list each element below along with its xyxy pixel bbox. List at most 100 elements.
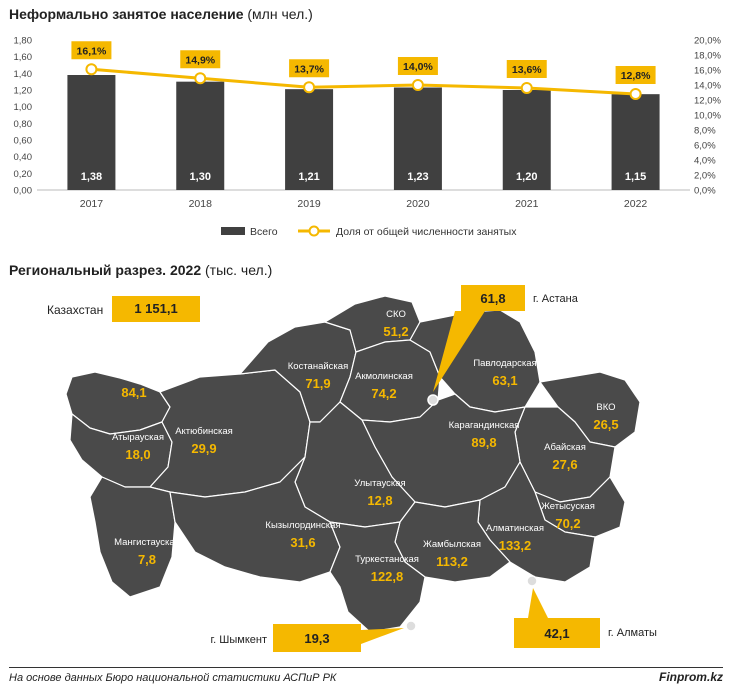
share-value-label: 13,6% <box>512 64 542 76</box>
city-name: г. Астана <box>533 293 579 305</box>
x-tick-label: 2021 <box>515 198 539 210</box>
informal-employment-chart: 0,00 0,20 0,40 0,60 0,80 1,00 1,20 1,40 1,60 1,80… <box>14 36 722 239</box>
region-name: Актюбинская <box>175 426 233 437</box>
footer-divider <box>9 667 723 668</box>
y-right-tick-label: 16,0% <box>694 66 721 77</box>
source-note: На основе данных Бюро национальной стати… <box>9 672 337 684</box>
y-left-tick-label: 0,80 <box>14 119 33 130</box>
region-turkestan-shape <box>329 521 426 633</box>
city-dot <box>405 620 417 632</box>
region-value: 89,8 <box>471 435 496 450</box>
y-right-tick-label: 12,0% <box>694 96 721 107</box>
bar-total <box>502 90 551 190</box>
region-value: 27,6 <box>552 457 577 472</box>
share-label-box <box>506 60 547 78</box>
share-label-box <box>289 59 330 78</box>
map-annotations: СКО 51,2 Костанайская 71,9 Акмолинская 74,2 Па… <box>112 285 657 652</box>
city-value-box <box>461 285 525 311</box>
region-value: 7,8 <box>138 552 156 567</box>
region-value: 31,6 <box>290 535 315 550</box>
region-name: Улытауская <box>354 478 405 489</box>
share-value-label: 14,9% <box>185 54 215 66</box>
map-shape <box>65 295 641 633</box>
y-right-tick-label: 2,0% <box>694 171 716 182</box>
region-value: 122,8 <box>371 569 404 584</box>
y-left-tick-label: 1,60 <box>14 52 33 63</box>
y-right-tick-label: 20,0% <box>694 36 721 47</box>
y-right-tick-label: 18,0% <box>694 51 721 62</box>
y-left-tick-label: 0,60 <box>14 136 33 147</box>
y-left-tick-label: 1,00 <box>14 102 33 113</box>
region-name: Абайская <box>544 442 586 453</box>
y-right-tick-label: 0,0% <box>694 186 716 197</box>
region-name: Кызылординская <box>265 520 340 531</box>
share-line <box>91 67 636 96</box>
region-value: 113,2 <box>436 554 468 569</box>
city-callout-pointer <box>361 628 404 644</box>
legend-line-label: Доля от общей численности занятых <box>336 226 517 238</box>
x-tick-label: 2022 <box>624 198 648 210</box>
share-point <box>194 72 207 85</box>
region-name: Карагандинская <box>449 420 520 431</box>
bar-total <box>67 75 116 190</box>
bar-value-label: 1,20 <box>516 171 537 183</box>
region-name: СКО <box>386 309 406 320</box>
region-name: ЗКО <box>125 370 144 381</box>
region-value: 84,1 <box>121 385 146 400</box>
bar-total <box>285 89 334 190</box>
share-point <box>520 82 533 94</box>
kazakhstan-region-map: СКО 51,2 Костанайская 71,9 Акмолинская 74,2 Па… <box>65 285 657 652</box>
region-value: 51,2 <box>383 324 408 339</box>
bar-total <box>176 81 225 190</box>
region-name: Павлодарская <box>473 358 536 369</box>
x-tick-label: 2020 <box>406 198 430 210</box>
y-left-tick-label: 0,40 <box>14 152 33 163</box>
city-dot <box>427 394 439 406</box>
kazakhstan-label: Казахстан <box>47 303 104 317</box>
legend-line-marker <box>308 225 320 237</box>
city-value-box <box>273 624 361 652</box>
region-value: 29,9 <box>191 441 216 456</box>
bar-value-label: 1,38 <box>81 171 102 183</box>
y-right-tick-label: 14,0% <box>694 81 721 92</box>
city-name: г. Шымкент <box>211 634 268 646</box>
region-value: 74,2 <box>371 386 396 401</box>
y-right-tick-label: 4,0% <box>694 156 716 167</box>
y-left-tick-label: 1,20 <box>14 86 33 97</box>
region-name: Мангистауская <box>114 537 180 548</box>
share-point <box>85 63 98 76</box>
city-name: г. Алматы <box>608 627 657 639</box>
kazakhstan-total: 1 151,1 <box>112 296 200 322</box>
region-value: 133,2 <box>499 538 532 553</box>
bar-value-label: 1,23 <box>407 171 428 183</box>
share-point <box>303 81 316 94</box>
city-value: 19,3 <box>304 631 329 646</box>
bar-value-label: 1,30 <box>190 171 211 183</box>
region-name: Атырауская <box>112 432 164 443</box>
city-value: 61,8 <box>480 291 505 306</box>
x-tick-label: 2019 <box>297 198 321 210</box>
y-left-tick-label: 0,00 <box>14 186 33 197</box>
region-section-title: Региональный разрез. 2022 (тыс. чел.) <box>9 262 273 278</box>
share-value-label: 13,7% <box>294 63 324 75</box>
city-callout-pointer <box>433 311 485 392</box>
region-name: Алматинская <box>486 523 544 534</box>
chart-title: Неформально занятое население (млн чел.) <box>9 6 313 22</box>
region-value: 12,8 <box>367 493 392 508</box>
bar-total <box>611 94 660 190</box>
y-left-tick-label: 1,80 <box>14 36 33 47</box>
region-value: 26,5 <box>593 417 618 432</box>
y-left-tick-label: 0,20 <box>14 169 33 180</box>
legend-bar-swatch <box>221 227 245 235</box>
region-value: 18,0 <box>125 447 150 462</box>
share-label-box <box>180 50 221 69</box>
share-point <box>629 88 642 100</box>
region-mangistau-shape <box>89 476 176 598</box>
share-label-box <box>71 41 112 60</box>
y-right-tick-label: 6,0% <box>694 141 716 152</box>
region-name: Акмолинская <box>355 371 413 382</box>
city-dot <box>526 575 538 587</box>
y-right-tick-label: 10,0% <box>694 111 721 122</box>
region-value: 71,9 <box>305 376 330 391</box>
share-value-label: 14,0% <box>403 61 433 73</box>
